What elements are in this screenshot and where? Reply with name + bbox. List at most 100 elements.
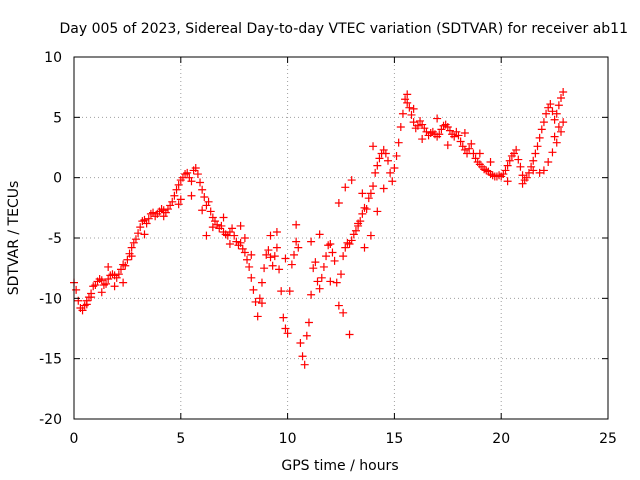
data-point (127, 252, 136, 261)
data-point (330, 256, 339, 265)
data-point (398, 109, 407, 118)
data-point (418, 120, 427, 129)
data-point (123, 255, 132, 264)
data-point (240, 234, 249, 242)
data-point (409, 118, 418, 127)
data-point (454, 131, 463, 140)
data-point (379, 145, 388, 154)
data-point (285, 287, 294, 296)
data-point (351, 226, 360, 235)
data-point (373, 161, 382, 170)
data-point (292, 220, 301, 229)
data-point (202, 201, 211, 210)
data-point (208, 223, 217, 232)
data-point (82, 300, 91, 309)
chart-title: Day 005 of 2023, Sidereal Day-to-day VTE… (60, 21, 629, 37)
data-point (369, 142, 378, 151)
data-point (142, 219, 151, 228)
data-point (302, 331, 311, 340)
data-point (550, 132, 559, 141)
data-point (450, 132, 459, 141)
data-point (443, 141, 452, 150)
data-point (552, 138, 561, 147)
data-point (236, 221, 245, 230)
data-point (240, 248, 249, 257)
data-point (334, 199, 343, 208)
data-point (315, 230, 324, 239)
data-point (134, 229, 143, 238)
data-point (168, 197, 177, 206)
data-point (548, 148, 557, 157)
x-tick-label: 10 (279, 431, 297, 447)
data-point (505, 156, 514, 165)
data-point (311, 258, 320, 267)
data-point (313, 277, 322, 286)
data-point (349, 230, 358, 239)
data-point (460, 129, 469, 138)
data-point (557, 127, 566, 136)
data-point (332, 278, 341, 287)
data-point (324, 241, 333, 250)
data-point (121, 261, 130, 270)
data-point (522, 173, 531, 182)
data-point (91, 281, 100, 290)
data-point (401, 95, 410, 104)
data-point (268, 261, 277, 270)
data-point (533, 142, 542, 151)
data-point (383, 156, 392, 165)
data-point (322, 252, 331, 261)
data-point (405, 103, 414, 112)
data-point (187, 177, 196, 186)
data-point (482, 166, 491, 175)
data-point (535, 168, 544, 177)
data-point (238, 244, 247, 253)
data-point (247, 273, 256, 282)
data-point (347, 236, 356, 245)
data-point (439, 121, 448, 130)
data-point (339, 308, 348, 317)
data-point (326, 277, 335, 286)
data-point (260, 264, 269, 273)
data-point (129, 238, 138, 247)
data-point (131, 235, 140, 244)
data-point (255, 294, 264, 303)
data-point (381, 149, 390, 158)
data-point (548, 107, 557, 116)
data-point (290, 250, 299, 259)
data-point (110, 282, 119, 291)
data-point (200, 192, 209, 201)
data-point (198, 185, 207, 194)
data-point (345, 240, 354, 249)
data-point (366, 231, 375, 240)
x-tick-label: 5 (176, 431, 185, 447)
data-point (544, 103, 553, 112)
data-point (345, 330, 354, 339)
data-point (396, 122, 405, 131)
data-point (315, 284, 324, 293)
data-point (97, 276, 106, 285)
data-point (102, 279, 111, 288)
data-point (230, 231, 239, 240)
y-tick-label: 10 (44, 50, 62, 66)
data-point (364, 194, 373, 203)
y-tick-label: -10 (39, 291, 62, 307)
data-point (159, 212, 168, 221)
axis-ticks (73, 56, 609, 420)
data-point (403, 98, 412, 107)
data-point (445, 126, 454, 135)
data-point (516, 162, 525, 171)
data-point (166, 201, 175, 210)
y-tick-label: -5 (48, 231, 62, 247)
data-point (317, 273, 326, 282)
data-point (326, 240, 335, 249)
data-point (251, 297, 260, 306)
data-point (172, 185, 181, 194)
data-point (283, 329, 292, 338)
data-point (136, 223, 145, 232)
data-point (403, 90, 412, 99)
data-point (174, 200, 183, 209)
data-point (518, 179, 527, 188)
data-point (341, 183, 350, 192)
data-point (114, 270, 123, 279)
data-point (339, 252, 348, 261)
